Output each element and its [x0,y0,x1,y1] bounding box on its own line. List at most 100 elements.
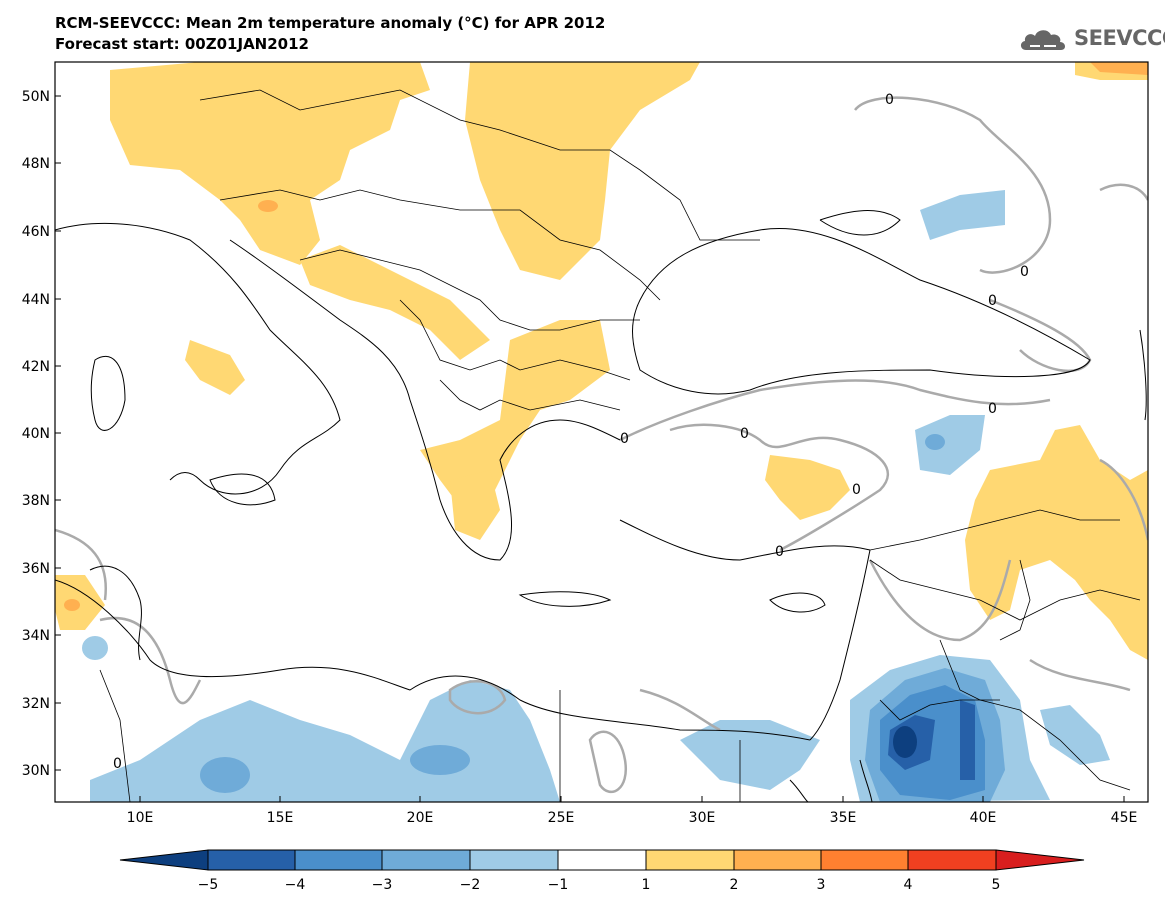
cool5-core [893,726,917,758]
colorbar-label-m5: −5 [198,877,219,893]
contour-iran [1099,458,1148,541]
contour-libya [99,616,202,705]
lat-ticks [55,95,61,771]
border-7 [869,509,1120,551]
coast-red-sea [789,759,873,802]
colorbar-bin-1 [207,849,296,871]
contour-label-1: 0 [885,92,894,108]
lon-label-30: 30E [689,810,716,826]
coast-azov [819,210,901,236]
coastlines [55,210,1147,802]
border-8 [939,639,1131,791]
lat-labels: 50N 48N 46N 44N 42N 40N 38N 36N 34N 32N … [22,89,50,779]
contour-label-9: 0 [113,756,122,772]
colorbar-high-arrow [995,849,1085,871]
logo-text: SEEVCCC [1074,26,1165,50]
coast-adriatic [229,239,441,501]
colorbar-bin-4 [469,849,559,871]
border-9 [879,699,1000,721]
lat-label-36: 36N [22,561,50,577]
colorbar-bin-5 [557,849,647,871]
coast-greece [439,419,621,561]
lat-label-42: 42N [22,359,50,375]
contour-label-2: 0 [1020,264,1029,280]
contour-anatolia [619,379,1051,442]
contour-libya-loop [448,680,507,715]
cool2-region-libya [200,757,250,793]
colorbar-label-5: 5 [992,877,1001,893]
warm-region-carpathians [465,62,700,280]
warm-region-balkans-south [420,320,610,520]
map-title: RCM-SEEVCCC: Mean 2m temperature anomaly… [55,14,606,32]
colorbar-label-1: 1 [642,877,651,893]
zero-contours [55,96,1148,794]
coast-sicily [209,473,276,506]
colorbar-bin-8 [820,849,909,871]
coast-caspian [1139,329,1147,421]
warm-spot-northeast [1090,62,1148,75]
lon-ticks [139,796,1125,802]
warm-region-east-anatolia [965,425,1148,660]
lat-label-30: 30N [22,763,50,779]
lon-label-25: 25E [548,810,575,826]
contour-iraq [1029,658,1131,692]
cool4-region-arabia-east [960,700,975,780]
colorbar-low-arrow [119,849,209,871]
lat-label-38: 38N [22,493,50,509]
border-4 [399,299,631,381]
border-1 [199,89,760,241]
warm-region-balkans-west [300,245,490,360]
lat-label-40: 40N [22,426,50,442]
cool-region-iraq [1040,705,1110,765]
warm-region-peloponnese [450,470,500,540]
cool-region-anatolia-east [915,415,985,475]
lat-label-32: 32N [22,696,50,712]
country-borders [99,89,1141,802]
contour-egypt-2 [639,688,721,732]
contour-caucasus [989,298,1092,373]
cool-region-crimea [920,190,1005,240]
colorbar-label-m4: −4 [285,877,306,893]
colorbar-bin-2 [294,849,383,871]
contour-label-3: 0 [988,293,997,309]
border-10 [99,669,741,802]
lon-label-10: 10E [127,810,154,826]
colorbar-bin-3 [381,849,471,871]
coast-crete [518,591,612,607]
cool-anomaly-fields-3 [880,685,985,800]
lat-label-34: 34N [22,628,50,644]
warm-spot-tunisia [64,599,80,611]
border-11 [999,559,1031,641]
border-2 [219,189,661,301]
lon-label-20: 20E [407,810,434,826]
warm-region-libya-west [55,575,105,630]
map-frame [54,61,1149,803]
contour-label-5: 0 [620,431,629,447]
contour-label-4: 0 [740,426,749,442]
cool2-region-cyrenaica [410,745,470,775]
border-6 [869,559,1141,621]
lat-label-50: 50N [22,89,50,105]
contour-label-6: 0 [852,482,861,498]
warm-anomaly-fields [55,62,1148,660]
coast-cyprus [769,592,826,613]
colorbar-bin-9 [907,849,997,871]
contour-egypt [588,730,628,794]
contour-levant [868,559,1012,642]
colorbar-label-2: 2 [730,877,739,893]
colorbar-bin-7 [733,849,822,871]
cool-region-tunisia [82,636,108,660]
colorbar-label-m2: −2 [460,877,481,893]
lon-label-40: 40E [970,810,997,826]
lat-label-46: 46N [22,224,50,240]
colorbar-label-3: 3 [817,877,826,893]
cool-region-libya [90,680,560,802]
warm-region-anatolia [765,455,850,520]
coast-anatolia-south [619,519,871,561]
contour-west [55,528,107,601]
coast-black-sea [632,228,1091,395]
contour-east [1099,183,1148,201]
cool3-region-arabia [880,685,985,800]
colorbar-bin-6 [645,849,735,871]
